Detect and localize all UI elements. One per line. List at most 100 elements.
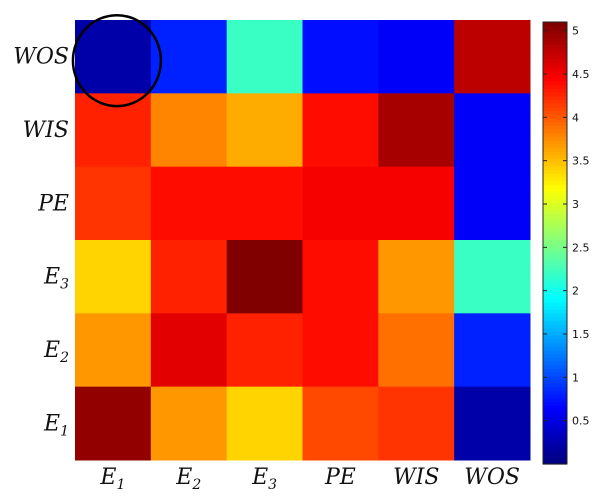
colorbar-segment-101 [543,88,567,93]
colorbar-segment-71 [543,198,567,204]
colorbar-segment-55 [543,257,567,263]
heatmap-cell-r2-c4 [378,166,455,241]
colorbar-segment-36 [543,327,567,332]
colorbar-segment-34 [543,335,567,340]
x-tick-label-4: WIS [393,465,439,490]
y-tick-label-3: E3 [43,265,69,293]
colorbar-segment-35 [543,331,567,336]
colorbar-frame [542,21,568,465]
colorbar-segment-70 [543,202,567,207]
colorbar-ticks: 0.5 1 1.5 2 2.5 3 3.5 4 4.5 5 [543,25,590,428]
colorbar-segment-93 [543,117,567,123]
colorbar-segment-4 [543,445,567,450]
colorbar-segment-73 [543,191,567,196]
colorbar-segment-5 [543,441,567,447]
colorbar-segment-29 [543,353,567,358]
heatmap-cell-r0-c4 [378,20,455,94]
colorbar-segment-111 [543,51,567,56]
colorbar-segment-6 [543,438,567,443]
colorbar-tick-label-0: 0.5 [572,415,590,428]
x-tick-label-3: PE [324,465,356,490]
colorbar-tick-label-7: 4 [572,111,579,124]
colorbar-segment-57 [543,250,567,255]
heatmap-cell-r2-c2 [226,166,303,241]
colorbar-segment-96 [543,106,567,111]
colorbar-segment-38 [543,320,567,325]
colorbar-segment-92 [543,121,567,126]
x-axis-labels: E1 E2 E3 PE WIS WOS [99,465,520,493]
colorbar-segment-15 [543,405,567,410]
colorbar-segment-41 [543,309,567,314]
colorbar-segment-54 [543,261,567,266]
colorbar-segment-3 [543,449,567,454]
heatmap-cell-r0-c1 [150,20,228,94]
heatmap-cell-r1-c1 [150,93,228,168]
colorbar-segment-21 [543,382,567,388]
heatmap-cell-r1-c0 [75,93,152,168]
y-tick-label-3-main: E [43,265,60,290]
colorbar-segment-42 [543,305,567,310]
heatmap-cell-r2-c3 [302,166,379,241]
colorbar-segment-112 [543,47,567,53]
colorbar-segment-104 [543,77,567,82]
colorbar-segment-79 [543,169,567,174]
colorbar-tick-label-6: 3.5 [572,155,590,168]
heatmap-cell-r4-c2 [226,313,303,388]
colorbar-tick-label-9: 5 [572,25,579,38]
colorbar-segment-60 [543,239,567,244]
colorbar-segment-75 [543,184,567,189]
heatmap-cell-r1-c4 [378,93,455,168]
heatmap-cell-r3-c2 [226,240,303,314]
colorbar-segment-63 [543,228,567,233]
colorbar-segment-114 [543,40,567,45]
x-tick-label-0-sub: 1 [116,477,125,493]
heatmap-cell-r3-c4 [378,240,455,314]
heatmap-cell-r3-c1 [150,240,228,314]
colorbar-segment-65 [543,220,567,226]
x-tick-label-0: E1 [99,465,125,493]
colorbar-segment-58 [543,246,567,251]
heatmap-cell-r5-c3 [302,386,379,461]
heatmap-cell-r3-c0 [75,240,152,314]
heatmap-cell-r4-c1 [150,313,228,388]
colorbar-segment-64 [543,224,567,229]
colorbar-segment-46 [543,290,567,296]
x-tick-label-1-sub: 2 [191,477,201,493]
x-tick-label-1-main: E [175,465,192,490]
colorbar-segment-81 [543,161,567,167]
x-tick-label-4-main: WIS [393,465,439,490]
heatmap-cell-r3-c3 [302,240,379,314]
colorbar-segment-12 [543,416,567,421]
colorbar-segment-31 [543,346,567,351]
colorbar-segment-107 [543,66,567,71]
colorbar-segment-37 [543,324,567,329]
colorbar-segment-45 [543,294,567,299]
colorbar-segment-76 [543,180,567,185]
heatmap-cell-r2-c1 [150,166,228,241]
colorbar-segment-62 [543,231,567,237]
y-tick-label-3-sub: 3 [60,277,69,293]
colorbar-segment-30 [543,349,567,355]
colorbar-segment-100 [543,91,567,97]
heatmap-cells [75,20,531,461]
y-tick-label-2: PE [37,191,69,216]
colorbar-segment-20 [543,386,567,391]
x-tick-label-2-sub: 3 [268,477,277,493]
x-tick-label-2-main: E [251,465,268,490]
heatmap-cell-r0-c2 [226,20,303,94]
colorbar-segment-110 [543,55,567,60]
colorbar-segment-56 [543,254,567,259]
colorbar-segment-82 [543,158,567,163]
colorbar-segment-98 [543,99,567,104]
colorbar-segment-87 [543,139,567,145]
colorbar-segment-118 [543,25,567,30]
colorbar-segment-67 [543,213,567,218]
colorbar-segment-109 [543,58,567,64]
heatmap-cell-r2-c5 [454,166,531,241]
colorbar-segment-8 [543,430,567,436]
heatmap-cell-r1-c5 [454,93,531,168]
colorbar-segment-85 [543,147,567,152]
colorbar-segment-47 [543,287,567,292]
